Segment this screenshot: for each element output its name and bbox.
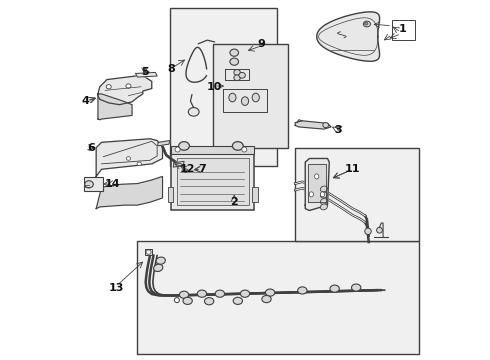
Bar bbox=[172, 146, 254, 154]
Polygon shape bbox=[317, 12, 380, 61]
Text: 6: 6 bbox=[87, 143, 95, 153]
Polygon shape bbox=[96, 139, 163, 176]
Ellipse shape bbox=[320, 199, 327, 204]
Text: 13: 13 bbox=[108, 283, 123, 293]
Bar bbox=[137, 241, 419, 354]
Ellipse shape bbox=[351, 284, 361, 291]
Ellipse shape bbox=[215, 290, 224, 297]
Text: 10: 10 bbox=[207, 82, 222, 92]
Ellipse shape bbox=[242, 147, 247, 152]
Ellipse shape bbox=[320, 186, 327, 192]
Polygon shape bbox=[225, 69, 248, 80]
Bar bbox=[145, 249, 152, 255]
Bar bbox=[172, 151, 254, 211]
Polygon shape bbox=[98, 94, 132, 120]
Ellipse shape bbox=[179, 291, 189, 298]
Ellipse shape bbox=[184, 169, 188, 172]
Text: 4: 4 bbox=[81, 96, 89, 106]
Polygon shape bbox=[136, 72, 157, 77]
Ellipse shape bbox=[315, 174, 319, 179]
Ellipse shape bbox=[320, 192, 327, 198]
Ellipse shape bbox=[233, 297, 243, 305]
Ellipse shape bbox=[232, 141, 243, 150]
Polygon shape bbox=[157, 140, 170, 146]
Ellipse shape bbox=[181, 167, 191, 175]
Ellipse shape bbox=[298, 287, 307, 294]
Ellipse shape bbox=[146, 250, 151, 254]
Ellipse shape bbox=[230, 58, 239, 65]
Text: 12: 12 bbox=[180, 164, 196, 174]
Ellipse shape bbox=[183, 297, 192, 305]
Ellipse shape bbox=[320, 192, 324, 197]
Text: 5: 5 bbox=[141, 67, 148, 77]
Ellipse shape bbox=[106, 85, 111, 89]
Polygon shape bbox=[96, 176, 163, 209]
Ellipse shape bbox=[154, 264, 163, 271]
Ellipse shape bbox=[252, 93, 259, 102]
Ellipse shape bbox=[234, 75, 240, 81]
Ellipse shape bbox=[364, 21, 370, 27]
Bar bbox=[392, 21, 416, 40]
Ellipse shape bbox=[365, 22, 368, 25]
Ellipse shape bbox=[242, 97, 248, 105]
Text: 2: 2 bbox=[230, 197, 238, 207]
Ellipse shape bbox=[365, 228, 371, 234]
Ellipse shape bbox=[126, 84, 131, 88]
Bar bbox=[252, 187, 258, 202]
Ellipse shape bbox=[179, 141, 190, 150]
Bar bbox=[295, 148, 419, 241]
Polygon shape bbox=[308, 164, 326, 202]
Bar bbox=[177, 158, 248, 205]
Ellipse shape bbox=[262, 296, 271, 303]
Ellipse shape bbox=[229, 93, 236, 102]
Ellipse shape bbox=[239, 72, 245, 78]
Bar bbox=[168, 187, 173, 202]
Ellipse shape bbox=[175, 147, 180, 152]
Text: 14: 14 bbox=[104, 179, 120, 189]
Text: 9: 9 bbox=[257, 39, 265, 49]
Ellipse shape bbox=[188, 108, 199, 116]
Ellipse shape bbox=[240, 290, 250, 297]
Polygon shape bbox=[98, 76, 152, 105]
Bar bbox=[170, 8, 277, 166]
Polygon shape bbox=[223, 89, 267, 112]
Ellipse shape bbox=[330, 285, 339, 292]
Ellipse shape bbox=[320, 204, 327, 210]
Ellipse shape bbox=[197, 290, 207, 297]
Ellipse shape bbox=[156, 257, 165, 264]
Ellipse shape bbox=[204, 298, 214, 305]
Bar bbox=[213, 44, 288, 148]
Ellipse shape bbox=[85, 181, 93, 188]
Bar bbox=[84, 177, 103, 191]
Text: 11: 11 bbox=[345, 164, 360, 174]
Polygon shape bbox=[295, 121, 331, 129]
Ellipse shape bbox=[126, 157, 131, 160]
Text: 1: 1 bbox=[399, 24, 407, 35]
Ellipse shape bbox=[137, 162, 141, 166]
Ellipse shape bbox=[377, 227, 382, 233]
Text: 3: 3 bbox=[335, 125, 342, 135]
Text: 8: 8 bbox=[168, 64, 175, 74]
Polygon shape bbox=[173, 161, 184, 167]
Ellipse shape bbox=[234, 69, 240, 75]
Ellipse shape bbox=[230, 49, 239, 56]
Text: 7: 7 bbox=[198, 164, 206, 174]
Ellipse shape bbox=[266, 289, 275, 296]
Ellipse shape bbox=[323, 123, 329, 128]
Polygon shape bbox=[305, 158, 329, 211]
Ellipse shape bbox=[174, 298, 179, 303]
Ellipse shape bbox=[309, 192, 314, 197]
